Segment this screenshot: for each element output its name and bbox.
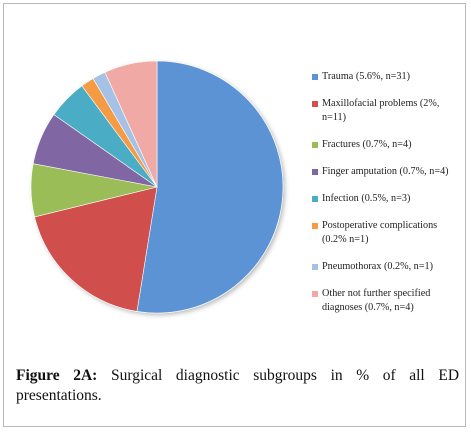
pie-slice-7 (104, 60, 158, 188)
pie-chart (30, 60, 284, 314)
legend-item-fractures: Fractures (0.7%, n=4) (312, 138, 462, 152)
legend-label: Infection (0.5%, n=3) (322, 193, 411, 204)
pie-slice-1 (34, 186, 158, 312)
legend-item-trauma: Trauma (5.6%, n=31) (312, 70, 462, 84)
legend-swatch (312, 264, 318, 270)
legend-swatch (312, 291, 318, 297)
legend-item-other: Other not further specified diagnoses (0… (312, 287, 462, 315)
caption-text: Surgical diagnostic subgroups in % of al… (16, 367, 460, 404)
legend-label: Trauma (5.6%, n=31) (322, 71, 410, 82)
legend-item-infection: Infection (0.5%, n=3) (312, 192, 462, 206)
caption-lead: Figure 2A: (16, 367, 98, 384)
legend-label: Pneumothorax (0.2%, n=1) (322, 261, 433, 272)
figure-caption: Figure 2A: Surgical diagnostic subgroups… (16, 366, 459, 406)
chart-legend: Trauma (5.6%, n=31) Maxillofacial proble… (312, 70, 462, 328)
legend-item-finger-amputation: Finger amputation (0.7%, n=4) (312, 165, 462, 179)
legend-label: Other not further specified diagnoses (0… (322, 288, 431, 313)
legend-item-pneumothorax: Pneumothorax (0.2%, n=1) (312, 260, 462, 274)
legend-label: Finger amputation (0.7%, n=4) (322, 166, 449, 177)
legend-label: Maxillofacial problems (2%, n=11) (322, 98, 440, 123)
pie-slice-0 (136, 60, 284, 314)
legend-swatch (312, 101, 318, 107)
legend-swatch (312, 142, 318, 148)
legend-swatch (312, 196, 318, 202)
legend-item-postoperative: Postoperative complications (0.2% n=1) (312, 219, 462, 247)
legend-swatch (312, 223, 318, 229)
legend-swatch (312, 74, 318, 80)
legend-item-maxillofacial: Maxillofacial problems (2%, n=11) (312, 97, 462, 125)
legend-label: Fractures (0.7%, n=4) (322, 139, 412, 150)
figure-frame: Trauma (5.6%, n=31) Maxillofacial proble… (3, 3, 466, 427)
legend-swatch (312, 169, 318, 175)
legend-label: Postoperative complications (0.2% n=1) (322, 220, 438, 245)
